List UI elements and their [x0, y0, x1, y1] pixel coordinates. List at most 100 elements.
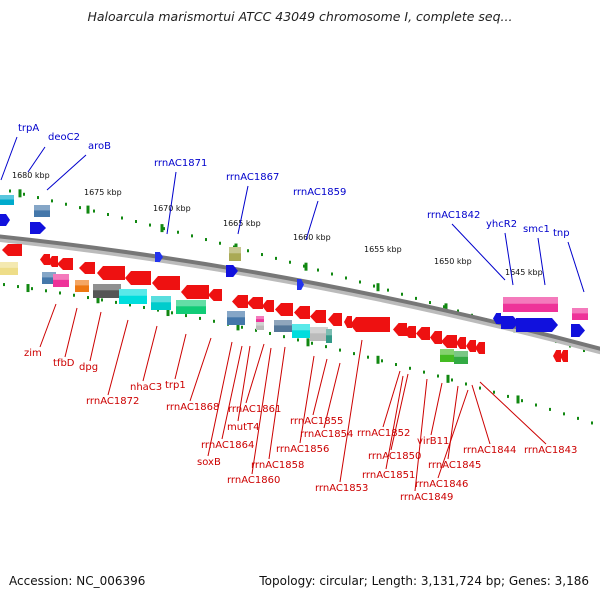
ruler-dot	[149, 223, 151, 227]
gene-label-tnp: tnp	[553, 228, 570, 239]
leader-line	[414, 378, 428, 492]
feature-mutT4	[256, 322, 264, 330]
feature-rrnAC1868-b	[208, 289, 222, 301]
feature-rrnAC1854-a	[344, 316, 352, 328]
gene-label-rrnAC1871: rrnAC1871	[154, 158, 207, 169]
feature-tfbD-a	[40, 254, 50, 265]
ruler-tick	[376, 283, 380, 292]
feature-zim	[0, 262, 18, 275]
box-shine	[310, 327, 328, 334]
feature-trpA	[0, 214, 10, 226]
leader-line	[237, 185, 249, 235]
feature-rrnAC1858-a	[275, 303, 293, 316]
ruler-dot	[549, 407, 551, 411]
leader-line	[174, 333, 187, 380]
box-shine	[53, 274, 69, 280]
ruler-dot	[199, 316, 201, 320]
feature-rrnAC1861-a	[247, 297, 263, 309]
ruler-dot	[591, 421, 593, 425]
accession-text: Accession: NC_006396	[9, 574, 146, 588]
feature-trp1-a	[152, 276, 180, 290]
feature-rrnAC1867	[226, 265, 238, 277]
feature-tfbD	[42, 272, 56, 284]
gene-label-rrnAC1845: rrnAC1845	[428, 460, 481, 471]
leader-line	[46, 154, 87, 191]
leader-line	[64, 307, 78, 358]
box-body	[572, 308, 588, 320]
ruler-dot	[157, 308, 159, 312]
feature-dpg	[75, 280, 89, 292]
gene-label-rrnAC1842: rrnAC1842	[427, 210, 480, 221]
ruler-dot	[283, 335, 285, 339]
gene-label-rrnAC1846: rrnAC1846	[415, 479, 468, 490]
leader-line	[567, 241, 585, 293]
leader-line	[471, 384, 491, 445]
ruler-dot	[115, 300, 117, 304]
box-body	[34, 205, 50, 217]
box-shine	[42, 272, 56, 278]
kbp-label: 1670 kbp	[153, 204, 191, 213]
gene-label-nhaC3: nhaC3	[130, 382, 162, 393]
topology-text: Topology: circular; Length: 3,131,724 bp…	[259, 574, 589, 588]
leader-line	[221, 345, 243, 440]
ruler-dot	[409, 366, 411, 370]
ruler-dot	[451, 378, 453, 382]
gene-label-dpg: dpg	[79, 362, 98, 373]
leader-line	[107, 319, 129, 396]
leader-line	[237, 345, 251, 422]
feature-rrnAC1845	[454, 351, 468, 364]
box-shine	[93, 284, 121, 291]
ruler-dot	[45, 289, 47, 293]
feature-rrnAC1844	[475, 342, 485, 354]
gene-label-rrnAC1868: rrnAC1868	[166, 402, 219, 413]
feature-rrnAC1861	[256, 316, 264, 323]
ruler-dot	[457, 309, 459, 313]
feature-rrnAC1864-a	[232, 295, 248, 308]
gene-label-rrnAC1850: rrnAC1850	[368, 451, 421, 462]
feature-yhcR2	[501, 316, 519, 329]
ruler-tick	[96, 295, 100, 304]
kbp-label: 1680 kbp	[12, 171, 50, 180]
feature-rrnAC1852	[393, 323, 407, 336]
leader-line	[39, 303, 57, 348]
leader-line	[390, 373, 409, 451]
feature-rrnAC1850	[404, 326, 416, 338]
leader-line	[323, 362, 341, 429]
box-body	[176, 300, 206, 314]
ruler-dot	[353, 352, 355, 356]
ruler-tick	[18, 189, 22, 198]
gene-label-virB11: virB11	[417, 436, 449, 447]
gene-label-rrnAC1860: rrnAC1860	[227, 475, 280, 486]
box-body	[256, 316, 264, 323]
ruler-dot	[213, 319, 215, 323]
box-shine	[119, 289, 147, 296]
ruler-dot	[219, 241, 221, 245]
gene-label-smc1: smc1	[523, 224, 550, 235]
ruler-dot	[79, 206, 81, 210]
feature-nhaC3	[119, 289, 147, 304]
box-shine	[503, 297, 558, 304]
ruler-dot	[107, 213, 109, 217]
leader-line	[245, 343, 265, 404]
ruler-tick	[160, 224, 164, 233]
ruler-dot	[317, 268, 319, 272]
feature-rrnAC1851	[416, 327, 430, 340]
box-body	[440, 349, 454, 362]
gene-label-deoC2: deoC2	[48, 132, 80, 143]
ruler-dot	[345, 276, 347, 280]
ruler-dot	[163, 227, 165, 231]
leader-line	[451, 223, 506, 281]
ruler-dot	[269, 331, 271, 335]
kbp-label: 1645 kbp	[505, 268, 543, 277]
ruler-dot	[339, 348, 341, 352]
leader-line	[437, 389, 469, 479]
ruler-dot	[521, 399, 523, 403]
ruler-dot	[51, 199, 53, 203]
box-shine	[256, 322, 264, 326]
gene-label-rrnAC1852: rrnAC1852	[357, 428, 410, 439]
box-shine	[454, 351, 468, 357]
kbp-label: 1675 kbp	[84, 188, 122, 197]
ruler-tick	[444, 303, 448, 312]
leader-line	[189, 337, 212, 402]
